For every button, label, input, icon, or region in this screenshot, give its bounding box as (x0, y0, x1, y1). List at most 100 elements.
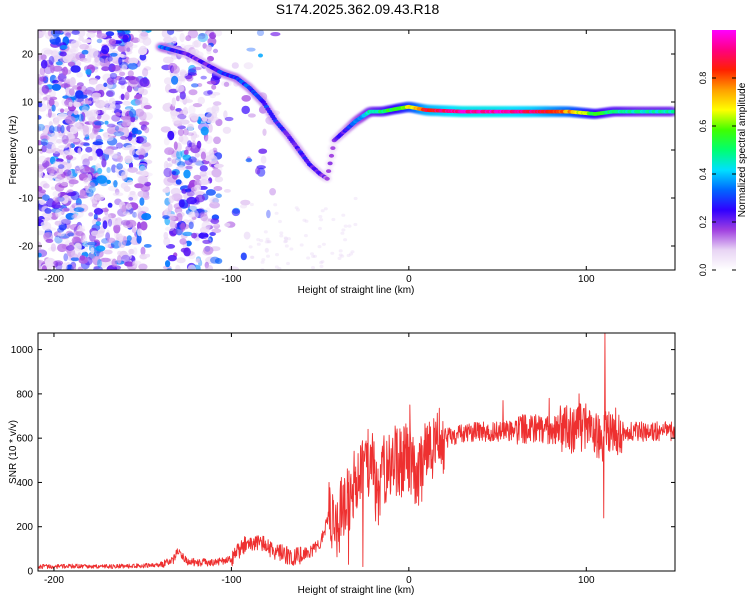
spectrogram-noise-blob (50, 64, 55, 74)
spectrogram-noise-blob (330, 251, 335, 255)
spectrogram-noise-blob (163, 167, 172, 178)
spectrogram-noise-blob (178, 199, 185, 208)
colorbar-tick-label: 0.8 (698, 72, 708, 85)
spectrogram-noise-blob (191, 140, 197, 149)
spectrogram-noise-blob (163, 237, 171, 246)
spectrogram-noise-blob (95, 221, 102, 226)
spectrogram-noise-blob (318, 226, 322, 231)
spectrogram-noise-blob (180, 135, 189, 145)
spectrogram-noise-blob (103, 148, 114, 155)
spectrogram-noise-blob (172, 229, 181, 235)
spectrogram-noise-blob (38, 140, 43, 146)
spectrogram-noise-blob (189, 204, 198, 211)
spectrogram-noise-blob (223, 189, 231, 193)
spectrogram-noise-blob (68, 101, 73, 107)
spectrogram-noise-blob (38, 259, 44, 264)
spectrogram-noise-blob (258, 53, 263, 58)
spectrogram-noise-blob (73, 213, 78, 219)
spectrogram-noise-blob (340, 231, 345, 235)
spectrogram-noise-blob (209, 201, 221, 209)
spectrogram-noise-blob (88, 185, 96, 193)
spectrogram-noise-blob (353, 196, 358, 201)
spectrogram-noise-blob (79, 255, 86, 261)
spectrogram-noise-blob (275, 253, 279, 257)
spectrogram-noise-blob (49, 89, 56, 98)
spectrogram-ridge-core (324, 176, 330, 181)
spectrogram-noise-blob (269, 188, 276, 196)
spectrogram-noise-blob (273, 203, 278, 207)
spectrogram-noise-blob (39, 67, 46, 76)
spectrogram-noise-blob (113, 220, 123, 226)
spectrogram-noise-blob (62, 262, 68, 270)
spectrogram-noise-blob (86, 110, 94, 121)
spectrogram-noise-blob (109, 72, 118, 80)
spectrogram-noise-blob (347, 224, 352, 228)
spectrogram-noise-blob (77, 224, 85, 232)
spectrogram-noise-blob (214, 30, 223, 37)
spectrogram-noise-blob (97, 144, 103, 150)
spectrogram-noise-blob (50, 30, 61, 37)
spectrogram-noise-blob (163, 77, 173, 85)
spectrogram-noise-blob (341, 228, 346, 232)
spectrogram-noise-blob (39, 76, 47, 82)
spectrogram-noise-blob (63, 207, 70, 212)
spectrogram-noise-blob (78, 173, 88, 181)
spectrogram-noise-blob (127, 167, 139, 173)
spectrogram-noise-blob (121, 64, 128, 71)
spectrogram-noise-blob (84, 166, 90, 172)
spectrogram-noise-blob (73, 207, 85, 213)
spectrogram-noise-blob (140, 221, 148, 231)
spectrogram-noise-blob (193, 174, 202, 180)
spectrogram-noise-blob (109, 55, 118, 62)
spectrogram-noise-blob (80, 125, 92, 134)
spectrogram-noise-blob (118, 233, 123, 242)
spectrogram-noise-blob (213, 223, 221, 229)
spectrogram-noise-blob (296, 208, 300, 212)
spectrogram-noise-blob (137, 221, 142, 231)
spectrogram-noise-blob (94, 129, 99, 135)
spectrogram-noise-blob (190, 114, 199, 121)
spectrogram-noise-blob (60, 218, 72, 226)
spectrogram-noise-blob (250, 255, 255, 259)
spectrogram-noise-blob (183, 169, 191, 179)
spectrogram-noise-blob (113, 223, 121, 234)
spectrogram-noise-blob (57, 81, 63, 86)
spectrogram-noise-blob (264, 240, 269, 244)
spectrogram-noise-blob (106, 179, 111, 184)
spectrogram-noise-blob (69, 205, 77, 214)
spectrogram-noise-blob (163, 176, 174, 186)
spectrogram-noise-blob (318, 215, 323, 219)
spectrogram-noise-blob (191, 232, 198, 239)
spectrogram-noise-blob (263, 230, 268, 234)
colorbar-label: Normalized spectral amplitude (737, 82, 748, 217)
spectrogram-noise-blob (105, 213, 112, 221)
spectrogram-noise-blob (71, 214, 81, 220)
spectrogram-noise-blob (241, 105, 250, 115)
spectrogram-noise-blob (195, 194, 205, 203)
spectrogram-noise-blob (284, 237, 288, 241)
snr-ytick-label: 800 (16, 389, 33, 400)
spectrogram-noise-blob (124, 155, 133, 164)
spectrogram-noise-blob (81, 153, 90, 163)
spectrogram-noise-blob (346, 253, 351, 258)
spectrogram-noise-blob (183, 247, 191, 257)
spectrogram-noise-blob (124, 43, 133, 53)
spectrogram-noise-blob (76, 86, 82, 90)
spectrogram-noise-blob (57, 227, 65, 233)
spectrogram-noise-blob (95, 245, 106, 252)
spectrogram-noise-blob (45, 238, 54, 243)
spectrogram-noise-blob (125, 203, 132, 210)
spectrogram-ytick-label: 10 (22, 98, 34, 109)
spectrogram-noise-blob (175, 179, 182, 185)
spectrogram-noise-blob (173, 141, 178, 150)
spectrogram-noise-blob (165, 260, 171, 268)
spectrogram-noise-blob (116, 142, 123, 149)
spectrogram-noise-blob (185, 145, 192, 151)
spectrogram-noise-blob (129, 108, 137, 118)
spectrogram-noise-blob (44, 208, 52, 214)
snr-xtick-label: 0 (406, 575, 412, 586)
spectrogram-noise-blob (179, 238, 187, 245)
spectrogram-noise-blob (199, 165, 208, 172)
spectrogram-noise-blob (171, 97, 176, 107)
spectrogram-noise-blob (70, 257, 80, 262)
